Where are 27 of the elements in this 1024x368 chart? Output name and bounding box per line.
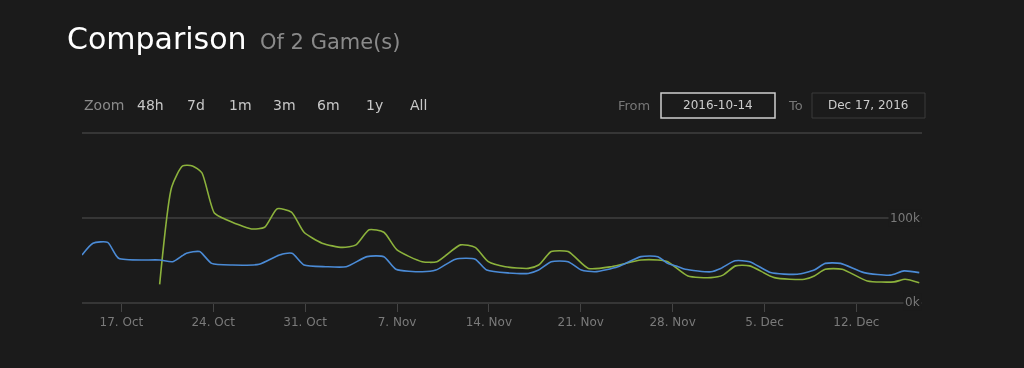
text: To: [788, 98, 803, 113]
line-series: [82, 241, 921, 276]
text: 7d: [187, 97, 205, 113]
text: 48h: [137, 97, 164, 113]
text: 1m: [229, 97, 252, 113]
line-series: [158, 164, 921, 286]
y-tick-label: 0k: [905, 295, 920, 309]
text: From: [618, 98, 651, 113]
x-tick-label: 31. Oct: [283, 315, 328, 330]
y-tick-label: 100k: [890, 211, 920, 225]
chart-title: Comparison: [67, 21, 247, 56]
x-tick-label: 14. Nov: [465, 315, 513, 330]
x-tick-label: 12. Dec: [833, 315, 880, 330]
x-tick-label: 7. Nov: [377, 315, 417, 330]
x-tick-label: 21. Nov: [557, 315, 604, 330]
text: 2016-10-14: [683, 98, 753, 112]
x-tick-label: 5. Dec: [745, 315, 784, 330]
x-tick-label: 24. Oct: [191, 315, 236, 330]
text: Dec 17, 2016: [828, 98, 909, 112]
text: All: [410, 97, 428, 113]
text: Zoom: [84, 97, 125, 113]
x-tick-label: 28. Nov: [649, 315, 696, 330]
x-tick-label: 17. Oct: [99, 315, 144, 330]
text: 1y: [366, 97, 384, 113]
text: 6m: [317, 97, 340, 113]
text: 3m: [273, 97, 296, 113]
chart-subtitle: Of 2 Game(s): [260, 30, 401, 54]
